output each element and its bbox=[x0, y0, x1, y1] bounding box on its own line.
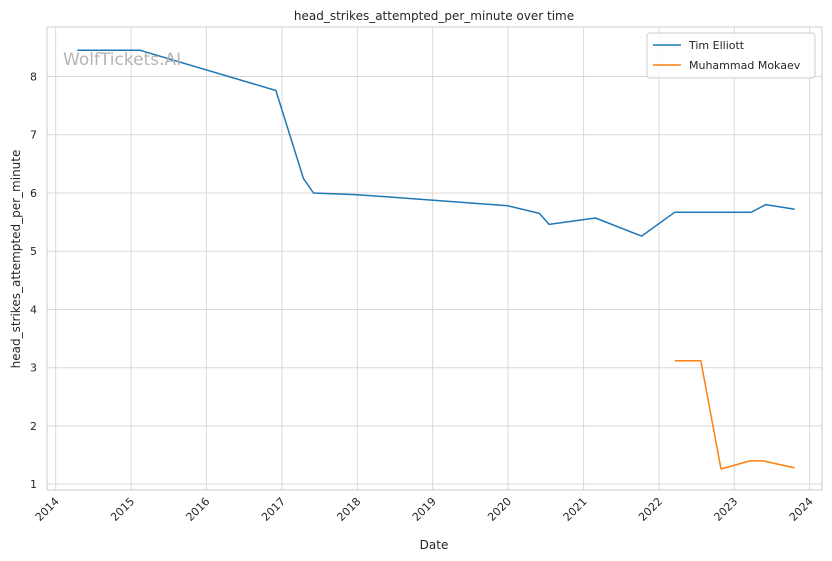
x-tick-2023: 2023 bbox=[711, 495, 740, 524]
y-tick-labels: 1 2 3 4 5 6 7 8 bbox=[30, 71, 37, 492]
x-tick-2016: 2016 bbox=[184, 495, 213, 524]
legend: Tim Elliott Muhammad Mokaev bbox=[646, 32, 816, 79]
y-tick-3: 3 bbox=[30, 362, 37, 375]
y-tick-7: 7 bbox=[30, 129, 37, 142]
y-tick-6: 6 bbox=[30, 187, 37, 200]
plot-background bbox=[47, 27, 822, 490]
legend-box bbox=[646, 32, 816, 79]
series-line-muhammad-mokaev bbox=[674, 359, 795, 470]
watermark: WolfTickets.AI bbox=[63, 50, 181, 70]
y-tick-2: 2 bbox=[30, 420, 37, 433]
grid bbox=[47, 27, 822, 490]
x-tick-2018: 2018 bbox=[334, 495, 363, 524]
x-tick-2024: 2024 bbox=[787, 495, 816, 524]
x-tick-2020: 2020 bbox=[485, 495, 514, 524]
legend-label-muhammad-mokaev: Muhammad Mokaev bbox=[689, 59, 801, 72]
y-tick-1: 1 bbox=[30, 478, 37, 491]
series-line-tim-elliott bbox=[77, 49, 795, 237]
x-tick-2015: 2015 bbox=[108, 495, 137, 524]
x-tick-2022: 2022 bbox=[636, 495, 665, 524]
plot-frame bbox=[46, 26, 823, 491]
x-tick-labels: 2014 2015 2016 2017 2018 2019 2020 2021 2022 2023… bbox=[33, 495, 816, 524]
x-axis-label: Date bbox=[420, 538, 449, 552]
x-tick-2021: 2021 bbox=[561, 495, 590, 524]
y-tick-8: 8 bbox=[30, 71, 37, 84]
y-tick-4: 4 bbox=[30, 303, 37, 316]
chart-title: head_strikes_attempted_per_minute over t… bbox=[294, 9, 574, 23]
x-tick-2014: 2014 bbox=[33, 495, 62, 524]
y-axis-label: head_strikes_attempted_per_minute bbox=[9, 150, 23, 369]
legend-label-tim-elliott: Tim Elliott bbox=[688, 39, 745, 52]
x-tick-2017: 2017 bbox=[259, 495, 288, 524]
series-layer bbox=[77, 49, 795, 470]
x-tick-2019: 2019 bbox=[410, 495, 439, 524]
y-tick-5: 5 bbox=[30, 245, 37, 258]
